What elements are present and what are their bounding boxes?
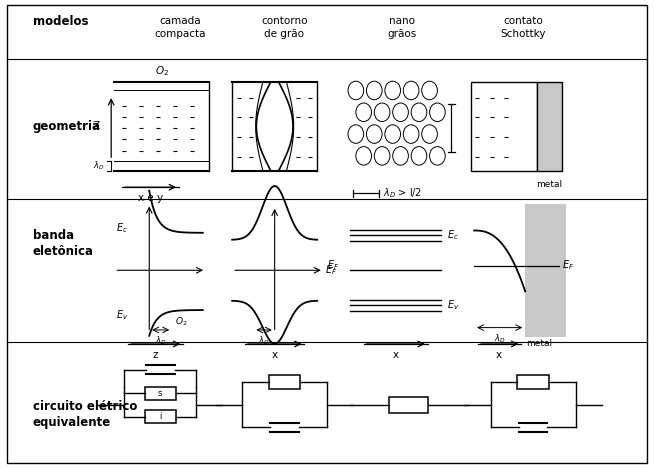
Ellipse shape <box>348 125 364 143</box>
Ellipse shape <box>356 146 371 165</box>
Bar <box>471 82 537 171</box>
Text: s: s <box>158 388 162 398</box>
Text: x: x <box>271 350 278 359</box>
Text: camada
compacta: camada compacta <box>154 16 205 39</box>
Text: circuito elétrico
equivalente: circuito elétrico equivalente <box>33 400 137 429</box>
Ellipse shape <box>385 81 400 100</box>
Text: $\lambda_D$: $\lambda_D$ <box>494 332 506 345</box>
Ellipse shape <box>411 146 427 165</box>
Text: $E_F$: $E_F$ <box>327 259 339 272</box>
Bar <box>269 375 300 389</box>
Text: $E_c$: $E_c$ <box>116 221 128 235</box>
Text: x: x <box>392 350 399 359</box>
Text: metal: metal <box>536 180 562 189</box>
Text: x: x <box>496 350 502 359</box>
Ellipse shape <box>366 81 382 100</box>
Text: $E_v$: $E_v$ <box>116 308 128 322</box>
Ellipse shape <box>430 146 445 165</box>
Text: $E_F$: $E_F$ <box>324 263 337 277</box>
Text: $E_v$: $E_v$ <box>447 299 459 312</box>
Text: $E_c$: $E_c$ <box>447 228 458 242</box>
Text: contato
Schottky: contato Schottky <box>500 16 546 39</box>
Bar <box>537 82 562 171</box>
Bar <box>389 396 428 413</box>
Ellipse shape <box>374 146 390 165</box>
Text: $E_F$: $E_F$ <box>562 259 575 272</box>
Text: i: i <box>159 412 162 421</box>
Ellipse shape <box>374 103 390 122</box>
Ellipse shape <box>366 125 382 143</box>
Text: $\lambda_D$ > l/2: $\lambda_D$ > l/2 <box>383 186 422 200</box>
Bar <box>525 204 566 337</box>
Ellipse shape <box>430 103 445 122</box>
Text: $O_2$: $O_2$ <box>155 65 169 78</box>
Ellipse shape <box>422 81 438 100</box>
Ellipse shape <box>348 81 364 100</box>
Text: geometria: geometria <box>33 120 101 133</box>
Text: Z: Z <box>93 121 100 132</box>
Text: $\lambda_D$: $\lambda_D$ <box>258 335 269 347</box>
Text: banda
eletônica: banda eletônica <box>33 229 94 258</box>
Text: x e y: x e y <box>138 193 163 203</box>
Ellipse shape <box>356 103 371 122</box>
Text: $\lambda_D$: $\lambda_D$ <box>93 160 105 172</box>
Bar <box>145 410 176 423</box>
Text: $O_2$: $O_2$ <box>175 315 188 328</box>
Text: nano
grãos: nano grãos <box>388 16 417 39</box>
Ellipse shape <box>411 103 427 122</box>
Text: metal: metal <box>526 339 552 348</box>
Ellipse shape <box>392 103 408 122</box>
Ellipse shape <box>392 146 408 165</box>
Text: z: z <box>153 350 158 359</box>
Bar <box>517 375 549 389</box>
Ellipse shape <box>422 125 438 143</box>
Ellipse shape <box>385 125 400 143</box>
Ellipse shape <box>404 125 419 143</box>
Ellipse shape <box>404 81 419 100</box>
Text: contorno
de grão: contorno de grão <box>261 16 308 39</box>
Text: modelos: modelos <box>33 15 88 28</box>
Text: $\lambda_D$: $\lambda_D$ <box>154 335 166 347</box>
Bar <box>145 387 176 400</box>
